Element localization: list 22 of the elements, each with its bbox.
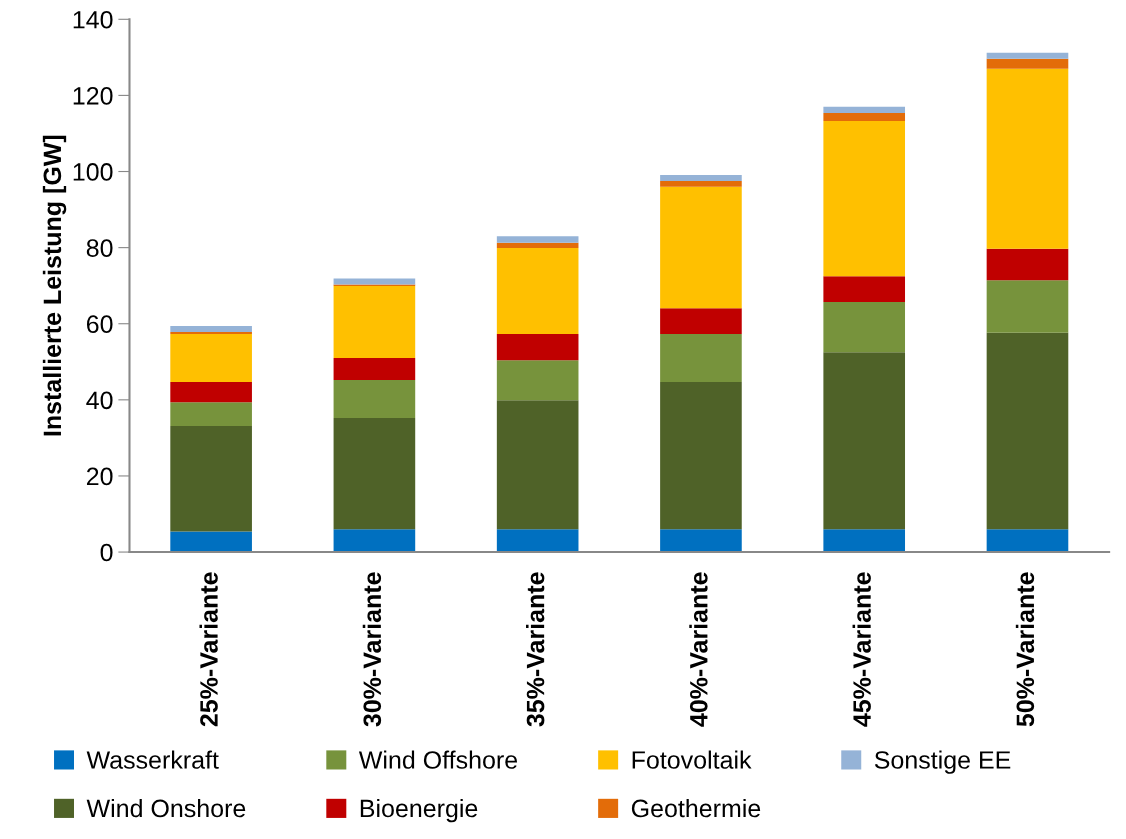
legend-label: Fotovoltaik — [632, 750, 752, 769]
y-tick-label: 0 — [100, 543, 113, 562]
y-tick-label: 20 — [86, 467, 113, 486]
legend-label: Geothermie — [631, 798, 761, 818]
y-tick-label: 80 — [86, 239, 113, 257]
x-tick-label: 25%-Variante — [199, 572, 218, 727]
y-tick-label: 140 — [73, 10, 113, 29]
y-tick-label: 60 — [86, 315, 113, 334]
y-tick-label: 120 — [73, 87, 113, 105]
y-tick-label: 100 — [73, 163, 113, 181]
legend-label: Bioenergie — [360, 798, 478, 823]
y-axis-title: Installierte Leistung [GW] — [42, 135, 67, 436]
y-tick-label: 40 — [86, 391, 113, 410]
x-tick-label: 35%-Variante — [526, 572, 545, 727]
x-tick-label: 45%-Variante — [852, 572, 871, 727]
x-tick-label: 40%-Variante — [689, 572, 708, 727]
legend-label: Wind Onshore — [86, 798, 246, 818]
x-tick-label: 30%-Variante — [362, 572, 382, 727]
x-tick-label: 50%-Variante — [1015, 572, 1035, 727]
legend-label: Wasserkraft — [86, 750, 219, 769]
legend-label: Sonstige EE — [874, 750, 1011, 774]
legend-label: Wind Offshore — [358, 750, 518, 769]
